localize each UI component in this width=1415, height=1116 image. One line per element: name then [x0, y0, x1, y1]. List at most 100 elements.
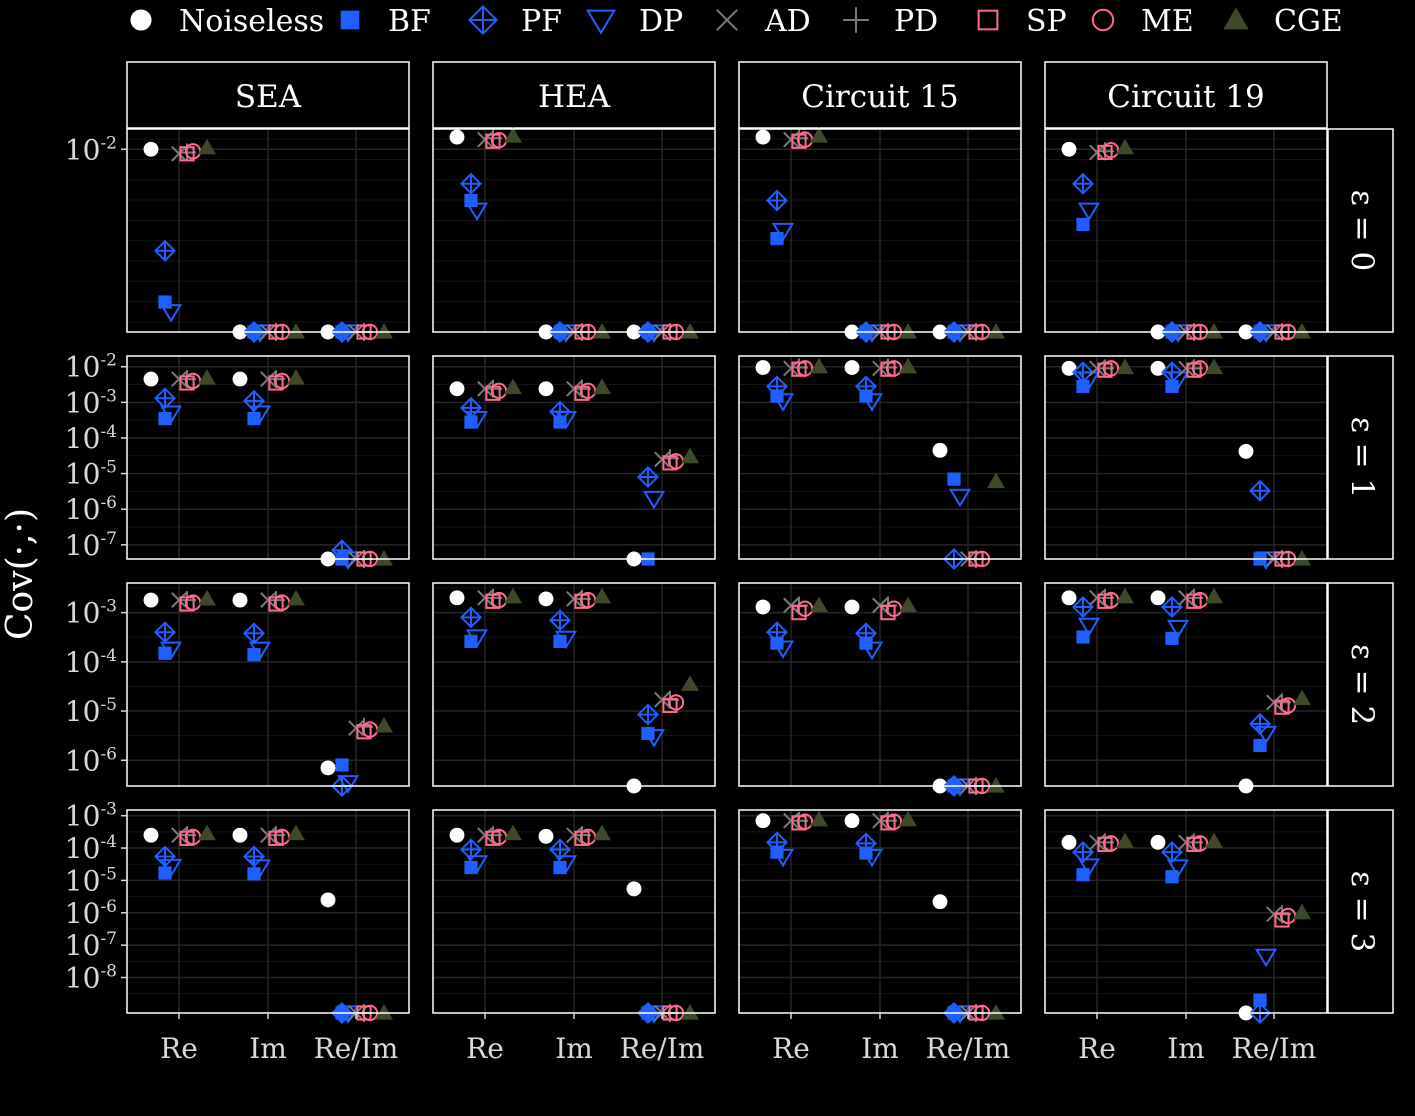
- point-bf-re-im: [947, 472, 961, 486]
- point-dp-im: [554, 324, 578, 343]
- legend-label-cge: CGE: [1274, 4, 1343, 39]
- point-noiseless-re: [755, 360, 771, 375]
- strip-box: [738, 61, 1022, 129]
- point-cge-re: [504, 127, 522, 143]
- point-me-re: [1102, 360, 1120, 377]
- point-cge-re-im: [1293, 903, 1311, 920]
- column-strips: SEA HEA Circuit 15 Circuit 19: [126, 61, 1328, 129]
- point-cge-re-im: [375, 550, 393, 566]
- strip-label: SEA: [235, 79, 302, 115]
- point-bf-re: [464, 415, 478, 429]
- point-bf-re: [464, 193, 478, 208]
- point-cge-re-im: [681, 1004, 699, 1020]
- point-noiseless-im: [844, 813, 860, 829]
- point-dp-im: [860, 393, 884, 412]
- point-cge-re-im: [987, 777, 1005, 793]
- legend-label-dp: DP: [639, 4, 683, 39]
- facet-panels: 10-210-210-310-410-510-610-710-310-410-5…: [65, 127, 1328, 1065]
- point-dp-re-im: [336, 775, 360, 794]
- point-cge-re-im: [1293, 689, 1311, 706]
- legend-item-me: ME: [1091, 4, 1194, 39]
- point-me-im: [885, 360, 903, 377]
- x-tick-label-re-im: Re/Im: [620, 1032, 705, 1065]
- point-cge-re: [504, 378, 522, 395]
- point-noiseless-re: [449, 590, 465, 606]
- point-dp-im: [1166, 859, 1190, 878]
- panel-circuit-15-row-0: [738, 127, 1022, 344]
- point-noiseless-re: [143, 371, 159, 387]
- point-dp-re: [1077, 371, 1101, 391]
- strip-sea: SEA: [126, 61, 410, 129]
- point-noiseless-re: [143, 592, 159, 608]
- panel-circuit-15-row-2: [738, 582, 1022, 798]
- point-dp-im: [554, 855, 578, 874]
- legend-marker-me: [1091, 8, 1115, 32]
- point-cge-im: [1205, 832, 1223, 849]
- point-noiseless-im: [844, 599, 860, 615]
- point-cge-re: [810, 127, 828, 143]
- panel-sea-row-2: 10-310-410-510-6: [65, 582, 410, 798]
- row-strip-box: [1327, 809, 1394, 1014]
- point-dp-re-im: [336, 324, 360, 343]
- panel-border: [1044, 128, 1328, 333]
- legend-item-pd: PD: [843, 4, 938, 39]
- point-pf-im: [1160, 596, 1184, 619]
- point-noiseless-im: [232, 371, 248, 387]
- point-dp-im: [1166, 371, 1190, 391]
- point-dp-re-im: [642, 729, 666, 748]
- point-bf-re-im: [641, 726, 655, 741]
- point-bf-re: [1076, 868, 1090, 882]
- point-dp-re-im: [336, 1005, 360, 1024]
- point-cge-im: [899, 323, 917, 339]
- point-bf-im: [247, 648, 261, 662]
- point-pf-im: [854, 375, 878, 398]
- point-cge-re: [198, 589, 216, 606]
- panel-border: [432, 128, 716, 333]
- point-pf-re: [153, 387, 177, 410]
- point-noiseless-re: [1061, 834, 1077, 850]
- point-sp-im: [880, 361, 896, 377]
- strip-label: Circuit 19: [1107, 79, 1264, 115]
- point-cge-im: [899, 357, 917, 374]
- point-pf-re: [765, 831, 789, 854]
- panel-border: [738, 355, 1022, 560]
- point-cge-im: [287, 323, 305, 339]
- point-dp-re: [159, 641, 183, 661]
- point-sp-re: [485, 133, 501, 149]
- point-cge-re: [198, 824, 216, 841]
- panel-circuit-15-row-1: [738, 355, 1022, 571]
- point-cge-re: [810, 357, 828, 374]
- point-noiseless-re-im: [932, 894, 948, 910]
- point-noiseless-re-im: [320, 892, 336, 908]
- panel-border: [126, 582, 410, 787]
- point-noiseless-re: [143, 827, 159, 843]
- point-me-re: [796, 813, 814, 830]
- point-cge-re: [810, 596, 828, 613]
- point-cge-re-im: [987, 323, 1005, 339]
- point-dp-re: [771, 393, 795, 412]
- x-tick-label-re: Re: [1078, 1032, 1116, 1065]
- point-dp-im: [554, 630, 578, 650]
- x-tick-label-im: Im: [861, 1032, 899, 1065]
- point-dp-im: [248, 641, 272, 661]
- x-tick-label-re: Re: [160, 1032, 198, 1065]
- legend-item-sp: SP: [977, 4, 1067, 39]
- point-dp-re-im: [1254, 551, 1278, 570]
- point-bf-re: [464, 634, 478, 649]
- point-dp-re: [465, 202, 489, 222]
- point-noiseless-im: [1150, 590, 1166, 606]
- legend-marker-ad: [716, 9, 738, 31]
- panel-border: [738, 128, 1022, 333]
- point-dp-re-im: [1254, 725, 1278, 745]
- point-noiseless-re: [755, 813, 771, 829]
- point-dp-re-im: [948, 1005, 972, 1024]
- point-dp-im: [860, 324, 884, 343]
- point-dp-im: [1166, 324, 1190, 343]
- row-strip-label: ε = 1: [1344, 417, 1380, 498]
- legend-label-me: ME: [1141, 4, 1194, 39]
- x-tick-label-im: Im: [1167, 1032, 1205, 1065]
- panel-sea-row-1: 10-210-310-410-510-610-7: [65, 351, 410, 570]
- panel-sea-row-3: 10-310-410-510-610-710-8Re Im Re/Im: [65, 800, 410, 1065]
- y-tick-label: 10-2: [65, 351, 117, 384]
- point-dp-re-im: [336, 551, 360, 570]
